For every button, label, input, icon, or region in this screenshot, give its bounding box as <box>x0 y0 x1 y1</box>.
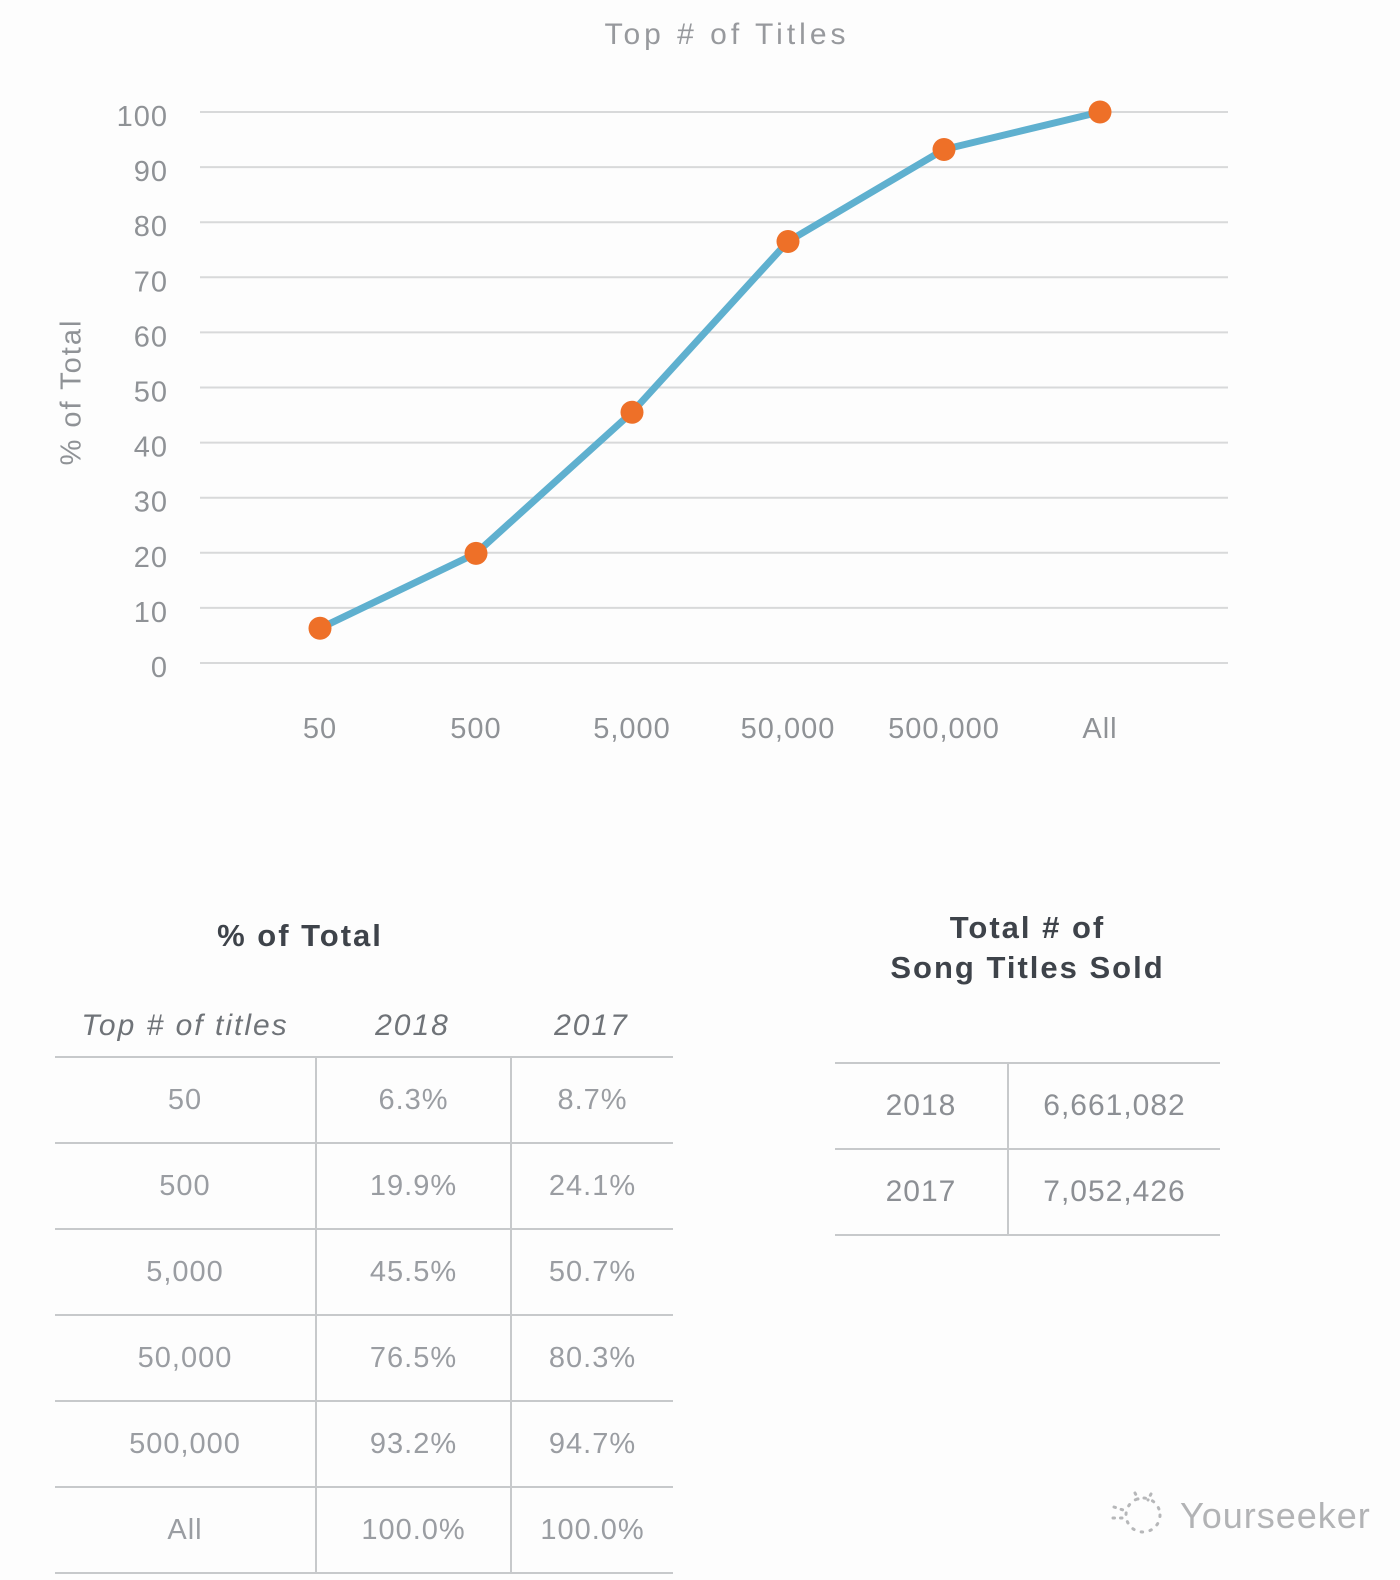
line-chart: 0 10 20 30 40 50 60 70 80 90 100 50 500 5,000 50,000 50… <box>117 100 1228 745</box>
totals-title-line1: Total # of <box>949 910 1106 945</box>
cell-2017: 100.0% <box>510 1488 673 1572</box>
cell-titles: 500,000 <box>129 1427 241 1460</box>
table-row: 500 19.9% 24.1% <box>55 1144 673 1230</box>
table-row: 2017 7,052,426 <box>835 1150 1220 1236</box>
cell-titles: 50,000 <box>137 1341 233 1374</box>
yourseeker-logo-icon <box>1110 1484 1168 1547</box>
cell-2018: 100.0% <box>315 1488 510 1572</box>
cell-value: 7,052,426 <box>1007 1150 1220 1234</box>
x-tick-label: 500 <box>450 713 501 745</box>
pct-col-header-2018: 2018 <box>375 1009 450 1042</box>
x-tick-label: 5,000 <box>593 713 671 745</box>
totals-title-line2: Song Titles Sold <box>890 950 1165 985</box>
watermark-brand: Yourseeker <box>1180 1494 1371 1536</box>
data-point <box>776 229 800 253</box>
x-tick-label: 50,000 <box>741 713 836 745</box>
cell-2017: 94.7% <box>510 1402 673 1486</box>
y-tick-label: 30 <box>134 487 168 519</box>
x-tick-label: All <box>1082 713 1117 745</box>
y-tick-label: 20 <box>134 542 168 574</box>
cell-titles: 50 <box>167 1083 203 1116</box>
watermark: Yourseeker <box>1110 1484 1371 1547</box>
data-point <box>932 137 956 161</box>
y-tick-label: 70 <box>134 266 168 298</box>
data-line <box>316 108 1104 632</box>
cell-titles: 5,000 <box>146 1255 224 1288</box>
cell-2018: 6.3% <box>315 1058 510 1142</box>
cell-2018: 76.5% <box>315 1316 510 1400</box>
table-row: 2018 6,661,082 <box>835 1064 1220 1150</box>
pct-table-body: 50 6.3% 8.7% 500 19.9% 24.1% 5,000 45.5%… <box>55 1058 673 1574</box>
cell-2018: 19.9% <box>315 1144 510 1228</box>
totals-table-title: Total # of Song Titles Sold <box>835 908 1220 988</box>
cell-year: 2018 <box>885 1089 957 1122</box>
cell-2018: 93.2% <box>315 1402 510 1486</box>
cell-titles: All <box>167 1513 203 1546</box>
pct-col-header-titles: Top # of titles <box>81 1009 289 1042</box>
cell-2017: 24.1% <box>510 1144 673 1228</box>
cell-year: 2017 <box>885 1175 957 1208</box>
cell-2017: 8.7% <box>510 1058 673 1142</box>
cell-2017: 80.3% <box>510 1316 673 1400</box>
y-tick-label: 60 <box>134 321 168 353</box>
cell-2017: 50.7% <box>510 1230 673 1314</box>
y-tick-label: 50 <box>134 377 168 409</box>
chart-title: Top # of Titles <box>604 18 850 51</box>
y-tick-label: 40 <box>134 432 168 464</box>
table-row: 5,000 45.5% 50.7% <box>55 1230 673 1316</box>
data-point <box>1088 100 1112 124</box>
x-tick-label: 50 <box>303 713 337 745</box>
y-tick-label: 10 <box>134 597 168 629</box>
table-row: 50,000 76.5% 80.3% <box>55 1316 673 1402</box>
x-tick-label: 500,000 <box>888 713 1000 745</box>
y-tick-label: 90 <box>134 156 168 188</box>
table-row: All 100.0% 100.0% <box>55 1488 673 1574</box>
data-point <box>620 400 644 424</box>
data-point <box>464 541 488 565</box>
totals-table-body: 2018 6,661,082 2017 7,052,426 <box>835 1062 1220 1236</box>
table-row: 500,000 93.2% 94.7% <box>55 1402 673 1488</box>
cell-titles: 500 <box>159 1169 211 1202</box>
cell-value: 6,661,082 <box>1007 1064 1220 1148</box>
pct-table-title: % of Total <box>217 918 383 953</box>
table-row: 50 6.3% 8.7% <box>55 1058 673 1144</box>
y-tick-label: 80 <box>134 211 168 243</box>
pct-col-header-2017: 2017 <box>554 1009 629 1042</box>
cell-2018: 45.5% <box>315 1230 510 1314</box>
y-tick-label: 100 <box>117 101 168 133</box>
pct-table-header: Top # of titles 2018 2017 <box>55 996 673 1058</box>
y-tick-label: 0 <box>151 652 168 684</box>
data-point <box>308 616 332 640</box>
